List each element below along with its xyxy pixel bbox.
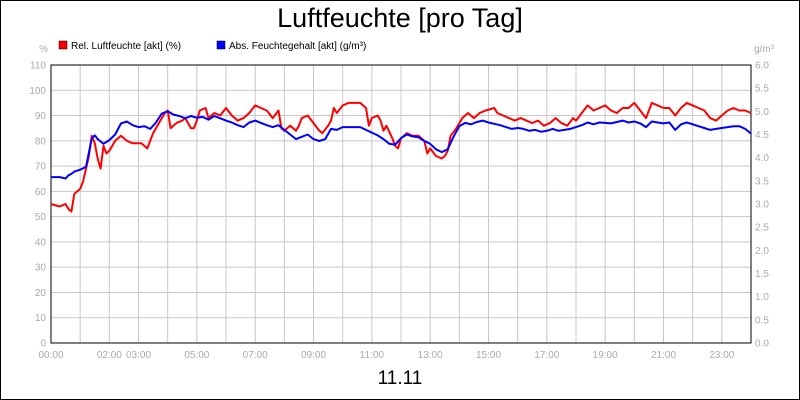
y-right-tick-label: 0.0 [755,339,769,350]
y-right-tick-label: 0.5 [755,315,769,326]
y-right-tick-label: 1.0 [755,292,769,303]
x-tick-label: 13:00 [418,350,443,361]
legend-swatch [216,40,226,50]
x-tick-label: 00:00 [38,350,63,361]
x-tick-label: 19:00 [593,350,618,361]
y-left-tick-label: 70 [35,162,47,173]
x-tick-label: 03:00 [126,350,151,361]
legend-item: Rel. Luftfeuchte [akt] (%) [58,40,181,52]
x-tick-label: 21:00 [651,350,676,361]
legend-label: Rel. Luftfeuchte [akt] (%) [71,41,181,52]
legend-label: Abs. Feuchtegehalt [akt] (g/m³) [229,41,366,52]
x-axis-date-label: 11.11 [377,368,423,389]
y-left-tick-label: 110 [30,61,46,72]
x-tick-label: 15:00 [476,350,501,361]
y-right-tick-label: 4.5 [755,130,769,141]
y-right-tick-label: 1.5 [755,269,769,280]
y-left-tick-label: 90 [35,111,47,122]
y-left-tick-label: 60 [35,187,47,198]
y-right-tick-label: 4.0 [755,153,769,164]
x-tick-label: 07:00 [243,350,268,361]
y-right-tick-label: 5.0 [755,107,769,118]
y-right-unit-label: g/m³ [754,44,775,55]
y-left-tick-label: 50 [35,212,47,223]
y-left-tick-label: 10 [35,313,47,324]
y-right-tick-label: 3.0 [755,200,769,211]
x-tick-label: 23:00 [709,350,734,361]
y-right-tick-label: 2.0 [755,246,769,257]
y-left-tick-label: 40 [35,237,47,248]
x-tick-label: 17:00 [534,350,559,361]
y-left-tick-label: 20 [35,288,47,299]
y-left-tick-label: 30 [35,263,47,274]
legend-item: Abs. Feuchtegehalt [akt] (g/m³) [216,40,366,52]
x-tick-label: 11:00 [360,350,385,361]
y-left-tick-label: 80 [35,136,47,147]
x-tick-label: 02:00 [97,350,122,361]
y-right-tick-label: 2.5 [755,223,769,234]
legend-swatch [58,40,68,50]
series-line-rel-feuchte [50,101,752,213]
y-left-tick-label: 100 [29,86,46,97]
x-tick-label: 05:00 [184,350,209,361]
y-left-unit-label: % [39,44,48,55]
y-left-tick-label: 0 [40,339,46,350]
chart-title: Luftfeuchte [pro Tag] [277,3,523,33]
y-right-tick-label: 3.5 [755,176,769,187]
y-right-tick-label: 5.5 [755,84,769,95]
series-line-abs-feuchte [51,110,752,180]
y-right-tick-label: 6.0 [755,61,769,72]
x-tick-label: 09:00 [301,350,326,361]
